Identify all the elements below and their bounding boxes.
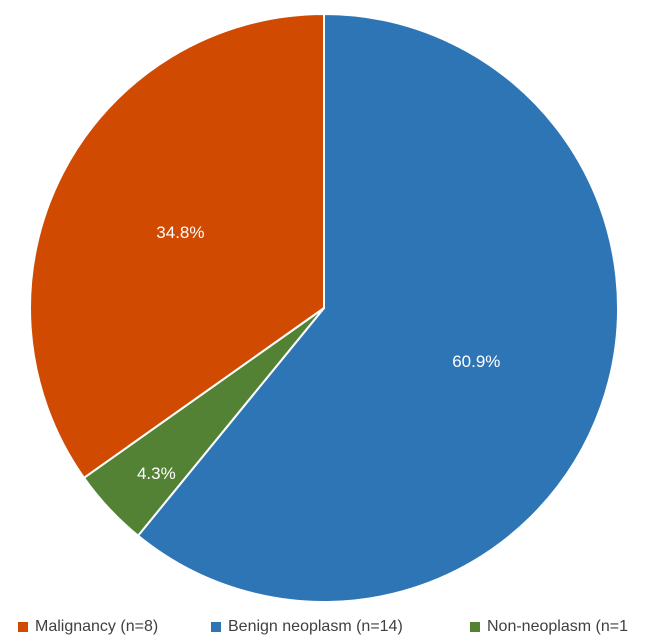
pie-slices bbox=[29, 12, 619, 603]
pie-data-labels: 60.9% 4.3% 34.8% bbox=[137, 223, 500, 483]
data-label-benign-neoplasm-n: 60.9% bbox=[452, 352, 500, 371]
pie-slice-malignancy-n bbox=[29, 12, 325, 480]
legend-swatch-non-neoplasm bbox=[470, 622, 480, 632]
data-label-malignancy-n: 34.8% bbox=[156, 223, 204, 242]
data-label-non-neoplasm-n: 4.3% bbox=[137, 464, 176, 483]
legend-swatch-benign-neoplasm bbox=[211, 622, 221, 632]
legend-swatch-malignancy bbox=[18, 622, 28, 632]
legend: Malignancy (n=8) Benign neoplasm (n=14) … bbox=[0, 618, 649, 642]
legend-item-malignancy: Malignancy (n=8) bbox=[18, 618, 158, 636]
legend-label-benign-neoplasm: Benign neoplasm (n=14) bbox=[228, 618, 403, 635]
legend-item-benign-neoplasm: Benign neoplasm (n=14) bbox=[211, 618, 403, 636]
legend-label-non-neoplasm: Non-neoplasm (n=1 bbox=[487, 618, 628, 635]
legend-item-non-neoplasm: Non-neoplasm (n=1 bbox=[470, 618, 628, 636]
pie-slice-benign-neoplasm-n bbox=[136, 12, 619, 603]
legend-label-malignancy: Malignancy (n=8) bbox=[35, 618, 159, 635]
